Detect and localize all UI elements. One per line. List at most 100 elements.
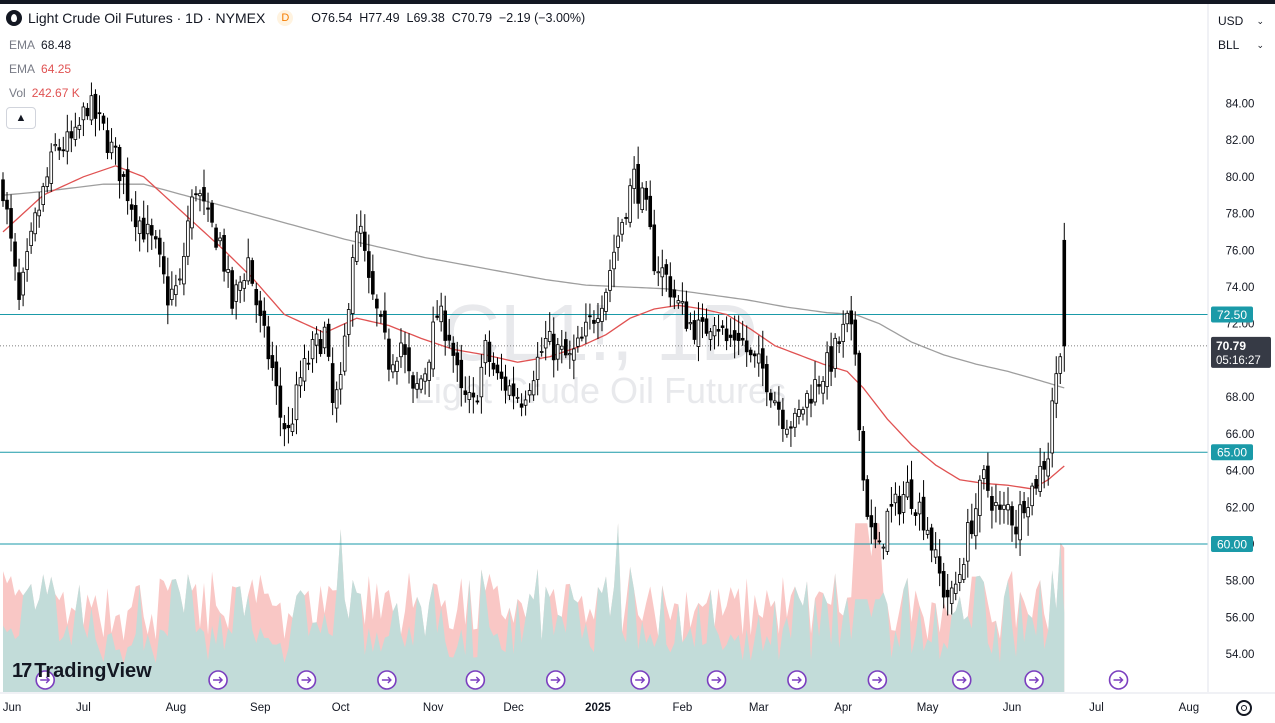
candle-body-down: [362, 231, 367, 251]
candle: [439, 292, 443, 332]
ema-fast-legend[interactable]: EMA 64.25: [9, 62, 72, 76]
candle-body-up: [294, 384, 299, 421]
event-arrow-glyph: [872, 676, 883, 684]
candle: [704, 308, 709, 337]
candle-body-up: [535, 356, 540, 380]
candle-body-up: [841, 323, 845, 342]
candle: [539, 337, 544, 357]
candle: [407, 333, 411, 384]
candle: [226, 255, 230, 288]
time-tick-label: Sep: [250, 702, 270, 714]
candle-body-up: [576, 337, 580, 347]
candle-body-down: [13, 241, 17, 267]
candle: [865, 475, 870, 520]
price-tick-label: 80.00: [1226, 172, 1255, 184]
candle: [170, 271, 174, 306]
candle: [85, 103, 90, 120]
candle-body-down: [809, 398, 813, 404]
time-tick-label: Jul: [1089, 702, 1104, 714]
collapse-legend-button[interactable]: ▲: [6, 107, 36, 129]
currency-selector[interactable]: USD ⌄: [1218, 14, 1264, 28]
candle: [829, 332, 833, 387]
volume-legend[interactable]: Vol 242.67 K: [9, 86, 80, 100]
ema-slow-legend[interactable]: EMA 68.48: [9, 38, 72, 52]
candle: [367, 234, 371, 294]
candle-body-up: [65, 131, 70, 152]
candle: [961, 557, 966, 584]
candle: [186, 205, 190, 266]
candle: [202, 169, 206, 215]
candle: [531, 370, 536, 401]
candle-body-up: [170, 288, 174, 300]
candle-body-down: [387, 338, 391, 370]
tradingview-logo[interactable]: 17 TradingView: [12, 660, 152, 683]
candle-body-down: [897, 495, 902, 515]
candle-body-up: [712, 325, 717, 337]
candle-body-up: [616, 235, 620, 248]
candle: [535, 342, 540, 396]
candle: [342, 323, 347, 376]
candle-body-up: [41, 186, 45, 205]
event-arrow-glyph: [40, 676, 51, 684]
candle-body-up: [660, 267, 665, 278]
chart-header: Light Crude Oil Futures · 1D · NYMEX D O…: [6, 10, 585, 26]
level-price-tag: 60.00: [1211, 535, 1253, 552]
candle-body-down: [580, 336, 584, 339]
candle-body-up: [37, 209, 41, 217]
chevron-down-icon: ⌄: [1256, 15, 1264, 26]
candle-body-down: [206, 207, 210, 210]
candle: [9, 194, 13, 252]
price-tick-label: 82.00: [1226, 135, 1255, 147]
candle: [153, 229, 158, 249]
candle-body-down: [411, 375, 415, 389]
candle-body-down: [278, 385, 283, 418]
candle: [33, 207, 37, 242]
candle-body-up: [628, 185, 632, 223]
candle: [254, 282, 259, 323]
candle-body-down: [1062, 239, 1067, 347]
candle-body-down: [588, 315, 592, 318]
event-arrow-glyph: [791, 676, 802, 684]
candle-body-down: [817, 384, 821, 387]
candle: [387, 328, 391, 382]
candle: [463, 376, 468, 403]
candle-body-up: [797, 409, 801, 417]
level-tag-label: 72.50: [1217, 308, 1247, 322]
symbol-title[interactable]: Light Crude Oil Futures · 1D · NYMEX: [28, 10, 266, 26]
volume-area-up: [3, 523, 1065, 692]
candle: [61, 136, 66, 158]
unit-selector[interactable]: BLL ⌄: [1218, 38, 1264, 52]
candle-body-down: [262, 310, 267, 326]
candle-body-up: [238, 281, 242, 291]
candle-body-down: [1042, 461, 1046, 470]
candle: [628, 178, 632, 228]
candle-body-down: [664, 264, 669, 275]
candle-body-down: [202, 187, 206, 202]
candle-body-down: [254, 288, 259, 306]
candle-body-up: [186, 220, 190, 257]
price-tick-label: 74.00: [1226, 282, 1255, 294]
candle: [929, 523, 934, 563]
candle: [242, 273, 247, 302]
candle: [881, 543, 886, 560]
candle-body-up: [73, 126, 78, 140]
candle: [125, 157, 130, 215]
delayed-data-badge[interactable]: D: [277, 10, 294, 26]
candle: [998, 490, 1002, 525]
candle-body-down: [141, 217, 146, 240]
candle: [917, 492, 922, 531]
candle-body-down: [913, 512, 918, 516]
candle-body-up: [966, 522, 970, 562]
candle-body-down: [736, 332, 741, 341]
candle-body-up: [933, 549, 938, 558]
candle: [877, 531, 882, 545]
candle: [692, 310, 697, 345]
candle-body-down: [692, 320, 697, 340]
candle-body-down: [17, 272, 21, 300]
candle: [752, 350, 757, 368]
candle: [760, 330, 765, 387]
settings-gear-icon[interactable]: [1236, 700, 1252, 716]
candle: [547, 312, 552, 345]
candle-body-down: [1, 179, 5, 202]
